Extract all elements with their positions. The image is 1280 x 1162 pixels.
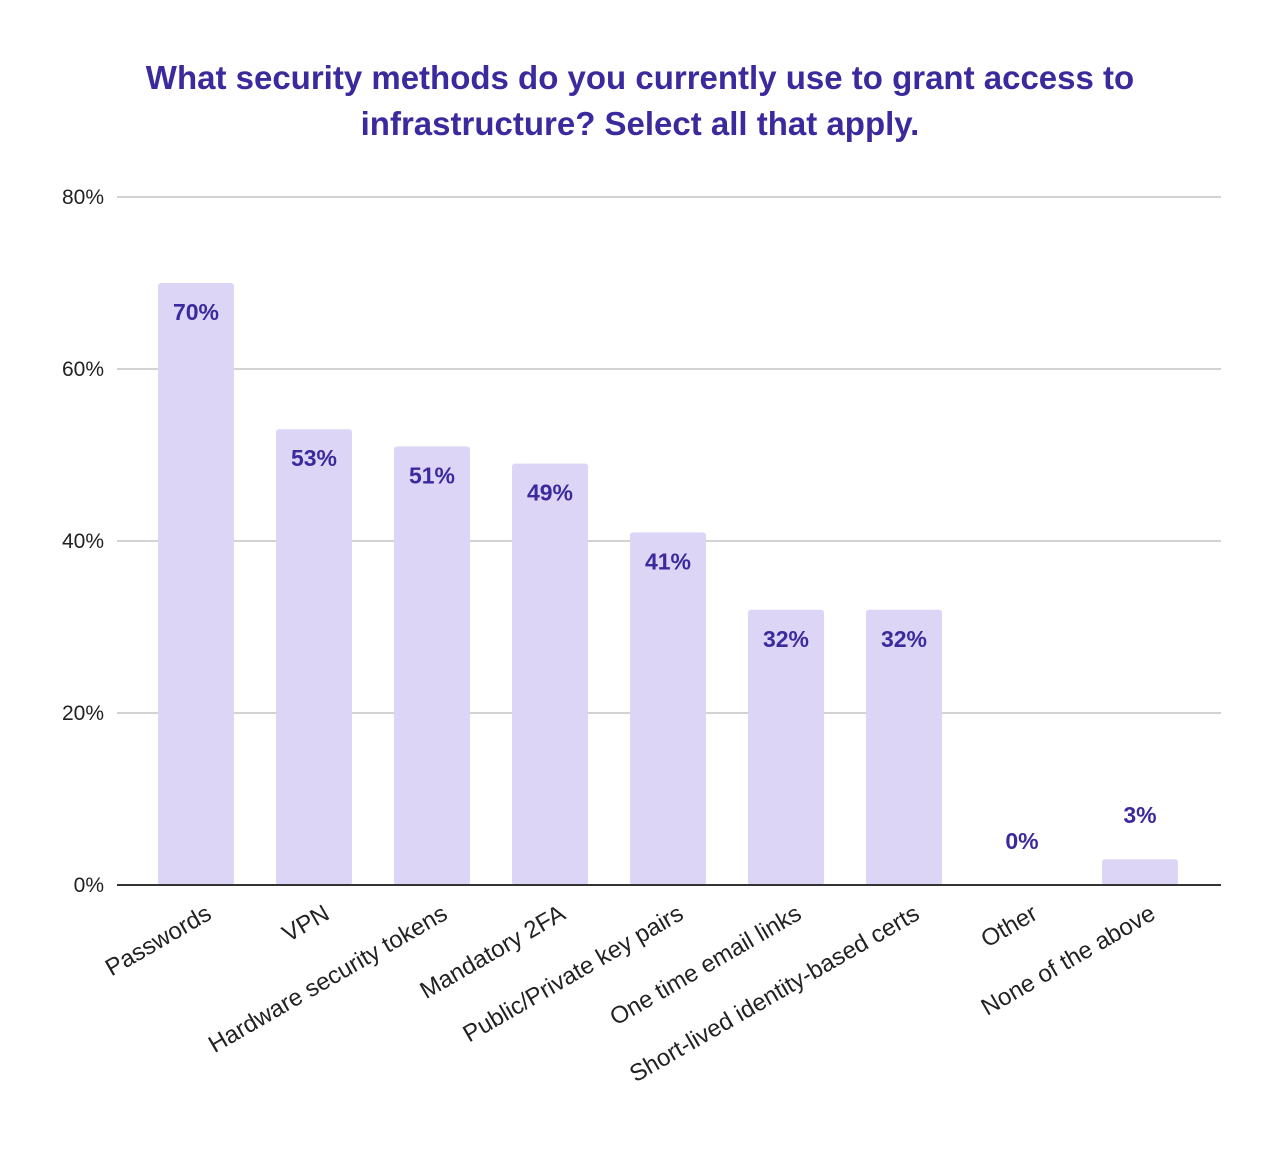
y-tick-label: 40% [62,530,104,553]
y-axis-ticks: 0% 20% 40% 60% 80% [62,186,104,897]
category-label: VPN [278,900,334,948]
data-label: 32% [881,626,927,652]
data-label: 3% [1123,802,1156,828]
chart-title: What security methods do you currently u… [145,59,1135,142]
data-label: 0% [1005,828,1038,854]
category-label: One time email links [605,900,806,1031]
bar [512,463,588,885]
bar [866,609,942,885]
bar [276,429,352,885]
bars [158,283,1178,885]
category-label: Other [977,900,1042,953]
bar [630,532,706,885]
y-tick-label: 60% [62,358,104,381]
bar [1102,859,1178,885]
category-label: Passwords [101,900,216,982]
data-label: 32% [763,626,809,652]
data-label: 49% [527,480,573,506]
y-tick-label: 20% [62,702,104,725]
category-label: Public/Private key pairs [458,900,688,1048]
y-tick-label: 0% [74,874,104,897]
bar [748,609,824,885]
bar [394,446,470,885]
data-labels: 70% 53% 51% 49% 41% 32% 32% 0% 3% [173,299,1157,854]
y-tick-label: 80% [62,186,104,209]
data-label: 51% [409,462,455,488]
data-label: 41% [645,548,691,574]
bar [158,283,234,885]
data-label: 53% [291,445,337,471]
data-label: 70% [173,299,219,325]
